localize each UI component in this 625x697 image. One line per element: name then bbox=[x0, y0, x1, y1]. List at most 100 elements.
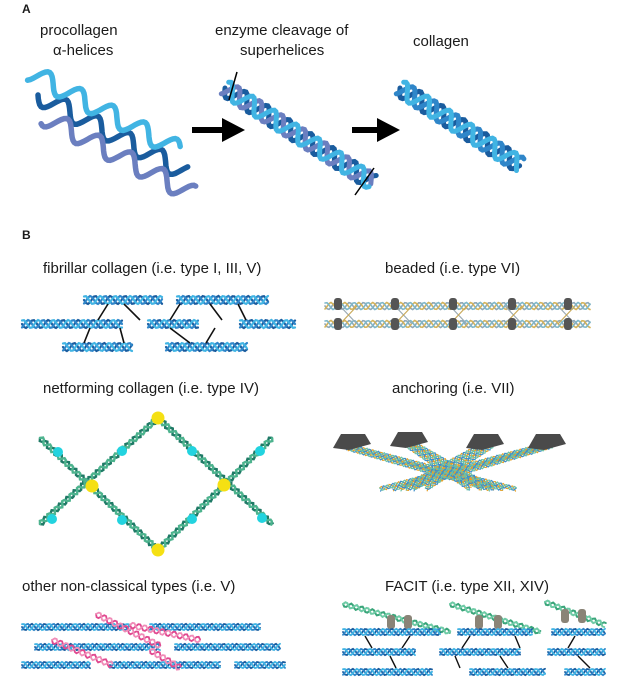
fibril-helix bbox=[82, 294, 164, 306]
fibril-crosslink bbox=[169, 303, 181, 321]
label-superhelices: superhelices bbox=[240, 42, 325, 59]
network-node bbox=[117, 515, 127, 525]
facit-green-helix bbox=[544, 599, 606, 628]
facit-crosslink bbox=[567, 635, 576, 649]
bead bbox=[564, 318, 572, 330]
nonclassical-collagen-figure bbox=[21, 611, 286, 671]
bead bbox=[391, 318, 399, 330]
fibril-helix bbox=[20, 318, 124, 330]
facit-globule bbox=[387, 615, 395, 629]
bead bbox=[334, 318, 342, 330]
label-facit: FACIT (i.e. type XII, XIV) bbox=[385, 578, 549, 595]
facit-fibril-helix bbox=[547, 647, 606, 657]
facit-globule bbox=[475, 615, 483, 629]
nonclassical-pink-helix bbox=[95, 611, 161, 649]
fibril-helix bbox=[82, 294, 164, 306]
fibrillar-collagen-figure bbox=[20, 294, 297, 353]
collagen-triple-helix bbox=[393, 79, 527, 173]
facit-fibril-helix bbox=[457, 627, 533, 637]
anchoring-strand bbox=[405, 445, 554, 491]
facit-fibril-helix bbox=[439, 647, 521, 657]
beaded-strand bbox=[324, 301, 591, 311]
network-node bbox=[255, 446, 265, 456]
facit-fibril-helix bbox=[469, 667, 546, 677]
facit-crosslink bbox=[461, 635, 471, 649]
network-strand bbox=[156, 416, 274, 526]
fibril-crosslink bbox=[237, 303, 247, 321]
beaded-twist bbox=[504, 305, 523, 325]
procollagen-strands bbox=[24, 68, 199, 197]
nonclassical-helix bbox=[21, 660, 91, 670]
label-beaded: beaded (i.e. type VI) bbox=[385, 260, 521, 277]
fibril-helix bbox=[61, 341, 134, 353]
facit-globule bbox=[404, 615, 412, 629]
facit-fibril-helix bbox=[439, 647, 521, 657]
cleavage-marks bbox=[228, 71, 375, 196]
facit-globule bbox=[494, 615, 502, 629]
fibril-crosslink bbox=[205, 327, 216, 344]
anchoring-strand bbox=[404, 443, 553, 491]
facit-fibril-helix bbox=[551, 627, 606, 637]
bead bbox=[508, 318, 516, 330]
nonclassical-helix bbox=[21, 660, 91, 670]
fibril-crosslink bbox=[209, 303, 223, 321]
panel-label-b: B bbox=[22, 228, 31, 242]
nonclassical-helix bbox=[174, 642, 281, 652]
label-nonclassical: other non-classical types (i.e. V) bbox=[22, 578, 236, 595]
cleavage-mark-bottom bbox=[354, 167, 375, 196]
network-node bbox=[187, 514, 197, 524]
nonclassical-pink-helix bbox=[51, 637, 114, 666]
nonclassical-helix bbox=[34, 642, 161, 652]
facit-crosslink bbox=[514, 635, 521, 649]
beaded-collagen-figure bbox=[324, 298, 591, 330]
fibril-crosslink bbox=[123, 303, 141, 321]
nonclassical-helix bbox=[174, 642, 281, 652]
network-node bbox=[257, 513, 267, 523]
fibril-crosslink bbox=[97, 303, 109, 321]
anchoring-globule bbox=[390, 432, 428, 448]
network-strand bbox=[156, 416, 274, 526]
facit-fibril-helix bbox=[342, 647, 416, 657]
procollagen-alpha-helix bbox=[38, 115, 199, 197]
anchoring-globule bbox=[528, 434, 566, 450]
facit-fibril-helix bbox=[547, 647, 606, 657]
facit-crosslink bbox=[577, 655, 591, 669]
label-netforming: netforming collagen (i.e. type IV) bbox=[43, 380, 259, 397]
bead bbox=[449, 298, 457, 310]
panel-label-a: A bbox=[22, 2, 31, 16]
nonclassical-helix bbox=[109, 660, 221, 670]
network-node bbox=[53, 447, 63, 457]
label-enzyme-cleavage: enzyme cleavage of bbox=[215, 22, 349, 39]
facit-globule bbox=[578, 609, 586, 623]
superhelix-strand bbox=[218, 84, 374, 187]
facit-fibril-helix bbox=[342, 627, 441, 637]
facit-collagen-figure bbox=[342, 599, 607, 677]
network-junction bbox=[85, 479, 99, 493]
fibril-helix bbox=[164, 341, 249, 353]
beaded-strand bbox=[324, 319, 591, 329]
label-alpha-helices: α-helices bbox=[53, 42, 114, 59]
facit-fibril-helix bbox=[564, 667, 606, 677]
facit-fibril-helix bbox=[551, 627, 606, 637]
nonclassical-pink-helix bbox=[129, 621, 201, 644]
fibril-helix bbox=[164, 341, 249, 353]
netforming-collagen-figure bbox=[38, 411, 274, 557]
nonclassical-helix bbox=[149, 622, 261, 632]
facit-crosslink bbox=[389, 655, 397, 669]
bead bbox=[508, 298, 516, 310]
fibril-helix bbox=[175, 294, 270, 306]
bead bbox=[391, 298, 399, 310]
beaded-twist bbox=[557, 305, 576, 325]
facit-crosslink bbox=[364, 635, 373, 649]
label-procollagen: procollagen bbox=[40, 22, 118, 39]
facit-crosslink bbox=[499, 655, 509, 669]
network-junction bbox=[151, 411, 165, 425]
network-junction bbox=[217, 478, 231, 492]
collagen-strand bbox=[401, 79, 520, 173]
bead bbox=[564, 298, 572, 310]
anchoring-globule bbox=[333, 434, 371, 450]
fibril-helix bbox=[20, 318, 124, 330]
fibril-helix bbox=[175, 294, 270, 306]
fibril-helix bbox=[238, 318, 297, 330]
